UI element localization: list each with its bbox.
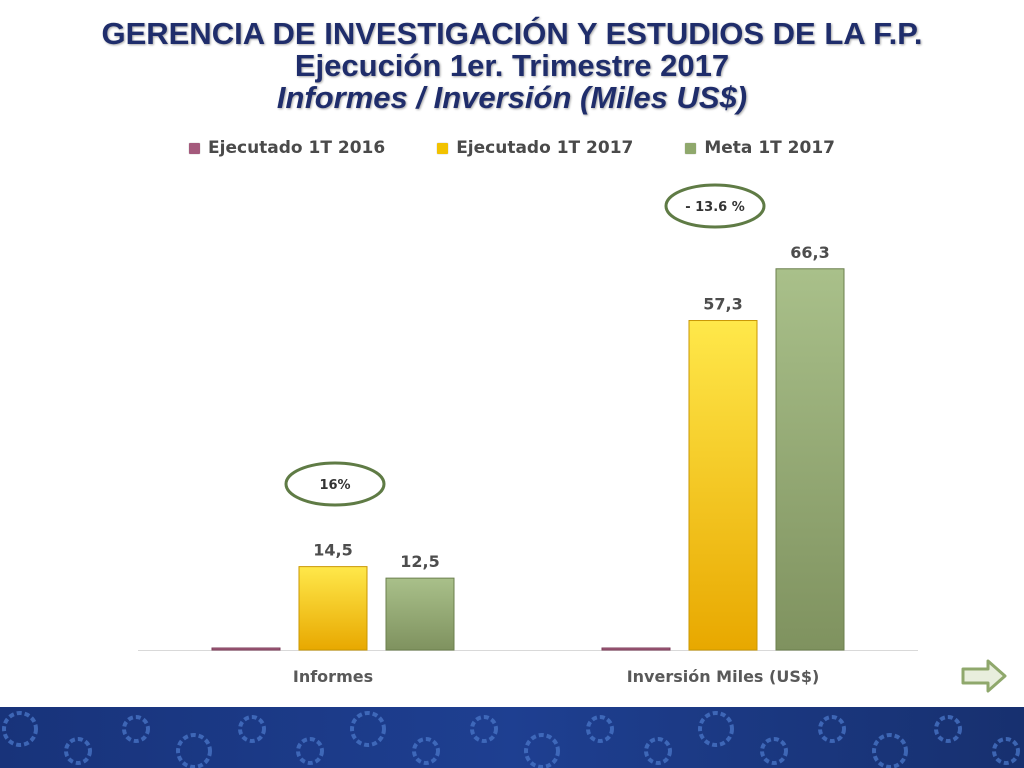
bar-1-0 [298,566,368,651]
gear-shape [238,715,266,743]
gear-shape [644,737,672,765]
annotation-ellipse-1 [664,183,766,229]
gear-shape [934,715,962,743]
gear-shape [64,737,92,765]
data-label-2-1: 66,3 [790,243,829,262]
bar-2-1 [775,268,845,651]
legend-swatch-2016 [189,142,201,154]
slide-title: GERENCIA DE INVESTIGACIÓN Y ESTUDIOS DE … [0,18,1024,114]
gear-shape [698,711,734,747]
legend-item-2017: Ejecutado 1T 2017 [437,138,633,158]
legend-item-meta: Meta 1T 2017 [685,138,835,158]
gear-shape [412,737,440,765]
chart-legend: Ejecutado 1T 2016 Ejecutado 1T 2017 Meta… [0,138,1024,158]
legend-swatch-meta [685,142,697,154]
gear-shape [2,711,38,747]
gear-shape [524,733,560,768]
gear-shape [350,711,386,747]
gear-shape [992,737,1020,765]
legend-swatch-2017 [437,142,449,154]
annotation-text-1: - 13.6 % [685,200,745,215]
title-line-1: GERENCIA DE INVESTIGACIÓN Y ESTUDIOS DE … [101,16,923,51]
annotation-text-0: 16% [319,478,350,493]
gear-shape [818,715,846,743]
data-label-2-0: 12,5 [400,552,439,571]
legend-label-2016: Ejecutado 1T 2016 [208,138,386,158]
title-line-2: Ejecución 1er. Trimestre 2017 [294,48,730,83]
footer-gear-band [0,707,1024,768]
data-label-1-1: 57,3 [703,295,742,314]
data-label-1-0: 14,5 [313,541,352,560]
bar-0-1 [601,647,671,651]
right-arrow-icon[interactable] [960,658,1008,694]
legend-item-2016: Ejecutado 1T 2016 [189,138,385,158]
bar-2-0 [385,577,455,651]
gear-shape [872,733,908,768]
legend-label-2017: Ejecutado 1T 2017 [456,138,634,158]
gear-shape [760,737,788,765]
gear-shape [470,715,498,743]
annotation-ellipse-0 [284,461,386,507]
gear-shape [176,733,212,768]
gear-pattern [2,711,1020,768]
legend-label-meta: Meta 1T 2017 [704,138,835,158]
gear-shape [296,737,324,765]
gear-shape [122,715,150,743]
bar-1-1 [688,320,758,651]
category-label-1: Inversión Miles (US$) [627,667,820,686]
category-label-0: Informes [293,667,373,686]
title-line-3: Informes / Inversión (Miles US$) [276,80,748,115]
bar-0-0 [211,647,281,651]
gear-shape [586,715,614,743]
